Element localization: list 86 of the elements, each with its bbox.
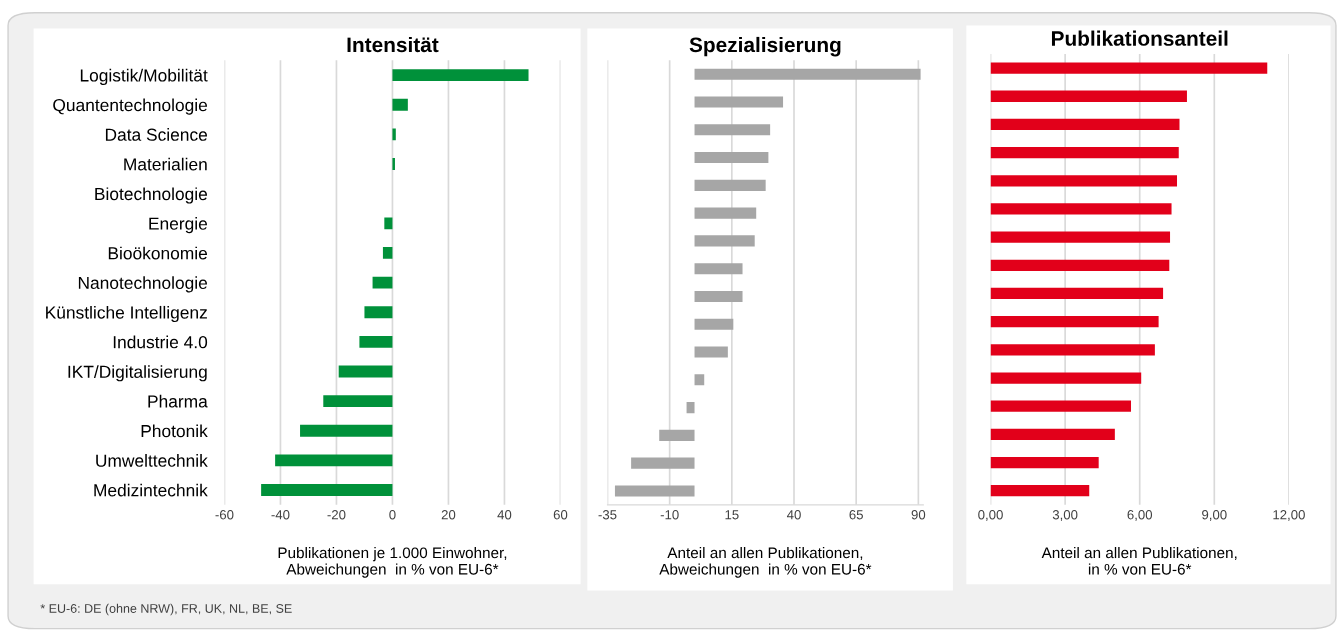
- bar: [392, 98, 408, 111]
- bar: [990, 287, 1164, 300]
- x-tick-label: -60: [215, 510, 234, 520]
- x-tick-label: 0,00: [978, 510, 1003, 521]
- bar: [659, 429, 695, 441]
- x-tick-label: 9,00: [1202, 510, 1227, 521]
- x-tick-label: 40: [786, 510, 801, 520]
- y-tick-label: Logistik/Mobilität: [80, 68, 208, 86]
- x-axis-title: Anteil an allen Publikationen, Abweichungen in % von EU-6*: [659, 546, 872, 578]
- bar: [384, 217, 393, 230]
- x-tick-label: 3,00: [1052, 510, 1078, 521]
- bar: [338, 365, 393, 378]
- y-tick-label: Energie: [149, 217, 208, 234]
- bar: [990, 175, 1178, 187]
- bar: [372, 276, 393, 289]
- bar: [694, 96, 784, 108]
- x-axis-title: Anteil an allen Publikationen, in % von EU-6*: [1041, 546, 1237, 575]
- y-tick-label: Medizintechnik: [94, 483, 208, 497]
- bar: [392, 128, 396, 141]
- chart-title: Intensität: [347, 36, 439, 53]
- bar: [364, 306, 393, 319]
- bar: [694, 207, 757, 219]
- x-tick-label: 0: [389, 510, 396, 520]
- bar: [990, 90, 1187, 102]
- y-tick-label: Quantentechnologie: [53, 98, 208, 115]
- bar: [990, 485, 1090, 497]
- bar: [392, 69, 529, 82]
- y-tick-label: IKT/Digitalisierung: [68, 365, 207, 382]
- x-axis-title: Publikationen je 1.000 Einwohner, Abweichungen in % von EU-6*: [278, 546, 507, 578]
- bar: [382, 247, 393, 259]
- bar: [990, 316, 1159, 328]
- x-tick-label: 12,00: [1273, 510, 1305, 521]
- bar: [694, 318, 734, 330]
- bar: [990, 400, 1132, 412]
- y-tick-label: Pharma: [148, 394, 208, 408]
- x-tick-label: 60: [553, 510, 568, 520]
- bar: [694, 263, 743, 275]
- text: * EU-6: DE (ohne NRW), FR, UK, NL, BE, SE: [40, 603, 292, 616]
- bar: [694, 68, 921, 80]
- bar: [261, 484, 393, 496]
- bar: [990, 203, 1172, 215]
- bar: [694, 179, 766, 191]
- x-tick-label: 40: [497, 510, 512, 520]
- x-tick-label: 20: [441, 510, 456, 520]
- y-tick-label: Nanotechnologie: [78, 276, 208, 293]
- bar: [694, 290, 743, 303]
- bar: [323, 395, 393, 408]
- bar: [300, 424, 393, 437]
- y-tick-label: Umwelttechnik: [96, 454, 208, 467]
- x-tick-label: -10: [660, 510, 679, 520]
- y-tick-label: Biotechnologie: [95, 187, 208, 204]
- y-tick-label: Künstliche Intelligenz: [46, 305, 207, 323]
- chart-title: Publikationsanteil: [1051, 30, 1228, 46]
- x-tick-label: -35: [598, 510, 617, 520]
- bar: [990, 372, 1142, 384]
- y-tick-label: Bioökonomie: [108, 246, 208, 260]
- bar: [990, 146, 1179, 159]
- bar: [694, 124, 771, 136]
- x-tick-label: -20: [327, 510, 346, 520]
- bar: [990, 231, 1171, 243]
- bar: [359, 335, 393, 348]
- y-tick-label: Data Science: [105, 128, 208, 141]
- x-tick-label: 65: [849, 510, 863, 520]
- bar: [694, 374, 705, 386]
- bar: [990, 456, 1099, 469]
- bar: [631, 457, 695, 469]
- x-tick-label: -40: [271, 510, 290, 520]
- bar: [686, 402, 695, 414]
- bar: [990, 118, 1180, 131]
- bar: [694, 235, 755, 247]
- chart-title: Spezialisierung: [689, 36, 841, 57]
- x-tick-label: 90: [911, 510, 926, 520]
- bar: [990, 62, 1268, 74]
- bar: [392, 158, 395, 170]
- bar: [694, 152, 769, 164]
- y-tick-label: Industrie 4.0: [113, 335, 208, 349]
- bar: [614, 485, 695, 497]
- bar: [990, 259, 1170, 271]
- x-tick-label: 15: [725, 510, 739, 520]
- bar: [990, 344, 1155, 356]
- bar: [694, 346, 728, 358]
- y-tick-label: Materialien: [124, 157, 207, 171]
- bar: [990, 428, 1115, 441]
- y-tick-label: Photonik: [141, 424, 208, 438]
- bar: [275, 454, 393, 467]
- x-tick-label: 6,00: [1127, 510, 1153, 521]
